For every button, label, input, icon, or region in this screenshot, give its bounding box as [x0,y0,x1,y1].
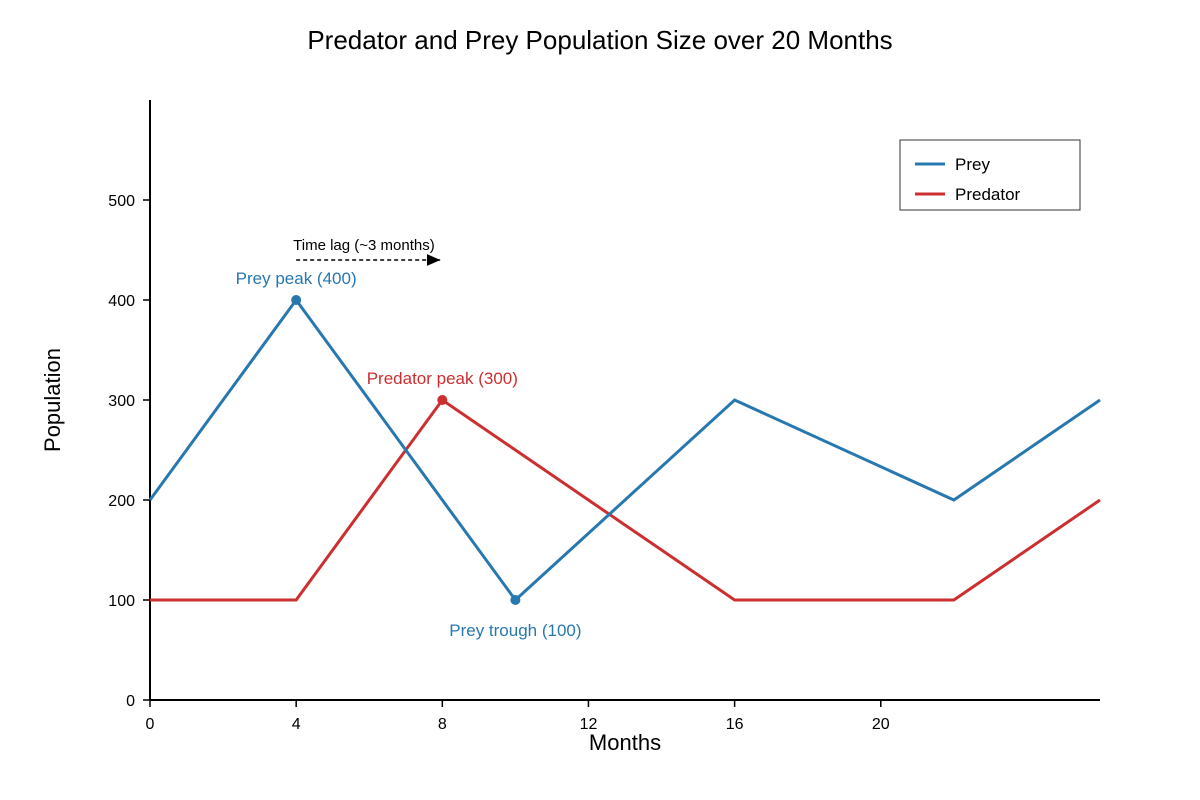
time-lag-label: Time lag (~3 months) [293,237,435,254]
legend-label-predator: Predator [955,185,1021,204]
x-tick-label: 12 [580,716,598,733]
x-tick-label: 16 [726,716,744,733]
y-axis: 0 100 200 300 400 500 [108,100,151,710]
x-axis-title: Months [589,730,661,755]
highlight-label: Predator peak (300) [367,369,518,388]
y-tick-label: 400 [108,293,135,310]
annotation-layer: Prey peak (400) Predator peak (300) Prey t… [236,237,582,640]
y-tick-label: 0 [126,693,135,710]
x-tick-label: 20 [872,716,890,733]
legend-box [899,139,1081,211]
x-tick-label: 4 [292,716,301,733]
x-axis: 0 4 8 12 16 20 [146,699,1100,733]
y-tick-label: 300 [108,393,135,410]
y-tick-label: 200 [108,493,135,510]
highlight-point [291,295,302,305]
highlight-point [510,595,521,605]
highlight-label: Prey trough (100) [449,621,581,640]
highlight-label: Prey peak (400) [236,269,357,288]
highlight-point [437,395,448,405]
chart-title: Predator and Prey Population Size over 2… [307,25,892,55]
y-tick-label: 500 [108,193,135,210]
x-tick-label: 0 [146,716,155,733]
predator-series-line [150,397,1101,602]
x-tick-label: 8 [438,716,447,733]
legend: Prey Predator [899,139,1081,211]
y-axis-title: Population [40,348,65,452]
y-tick-label: 100 [108,593,135,610]
series-layer [148,297,1101,603]
legend-label-prey: Prey [955,155,990,174]
prey-series-line [148,297,1101,603]
